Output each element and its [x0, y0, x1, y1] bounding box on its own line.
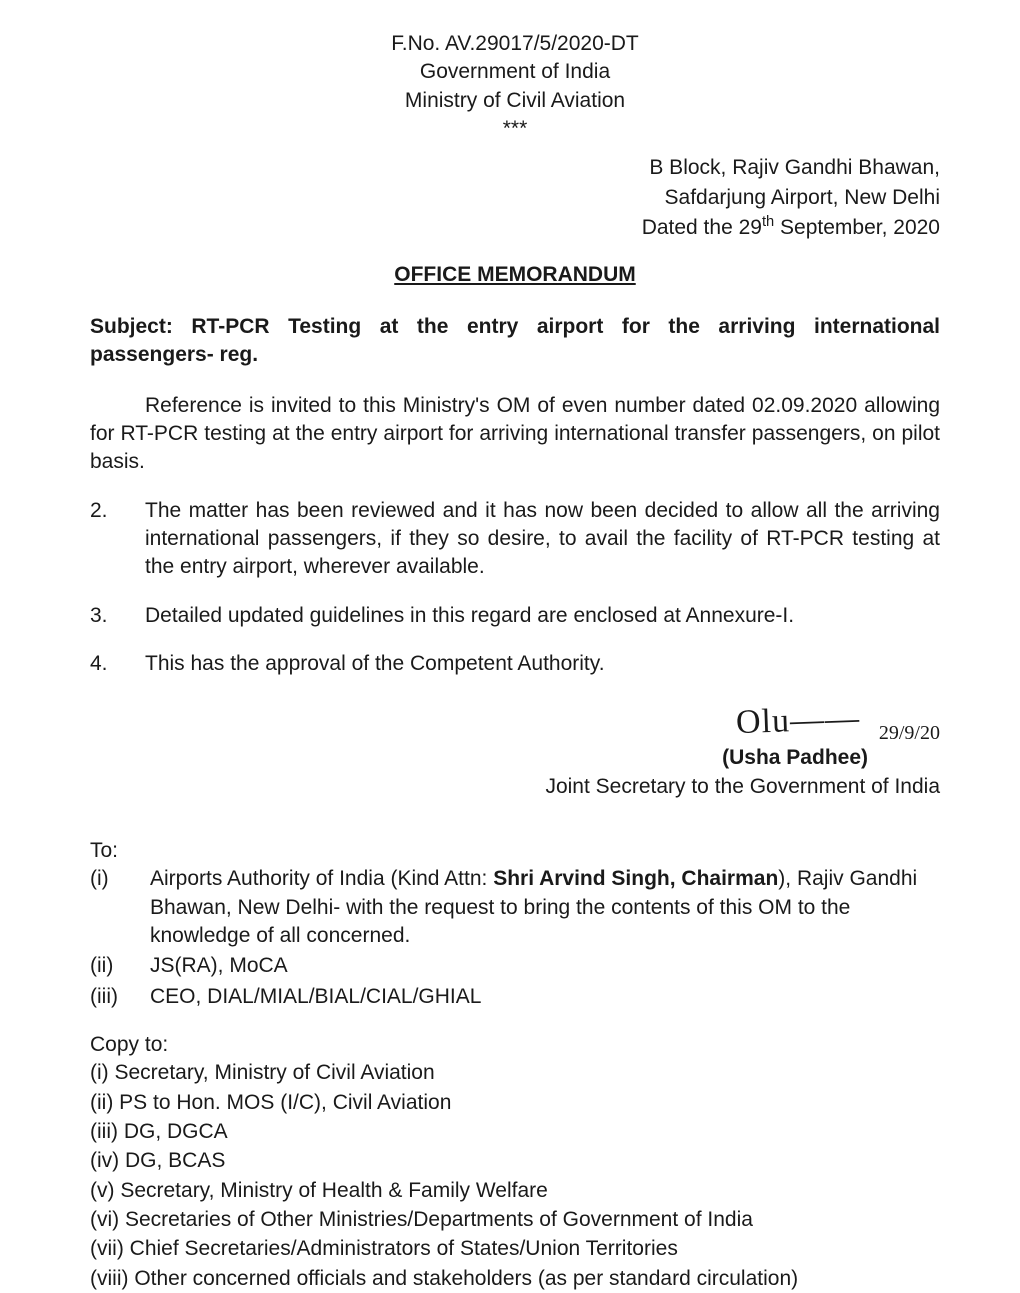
- copy-item: (i) Secretary, Ministry of Civil Aviatio…: [90, 1059, 940, 1087]
- to-item-label: (i): [90, 865, 150, 950]
- address-block: B Block, Rajiv Gandhi Bhawan, Safdarjung…: [90, 153, 940, 242]
- letterhead: F.No. AV.29017/5/2020-DT Government of I…: [90, 30, 940, 143]
- separator-stars: ***: [90, 115, 940, 143]
- to-item: (iii) CEO, DIAL/MIAL/BIAL/CIAL/GHIAL: [90, 983, 940, 1011]
- paragraph-2: 2. The matter has been reviewed and it h…: [90, 497, 940, 582]
- paragraph-4: 4. This has the approval of the Competen…: [90, 650, 940, 678]
- document-title: OFFICE MEMORANDUM: [90, 261, 940, 289]
- copy-item: (vii) Chief Secretaries/Administrators o…: [90, 1235, 940, 1263]
- distribution-to: To: (i) Airports Authority of India (Kin…: [90, 837, 940, 1011]
- para-number: 4.: [90, 650, 145, 678]
- para-number: 3.: [90, 602, 145, 630]
- ministry-line: Ministry of Civil Aviation: [90, 87, 940, 115]
- to-item-text: CEO, DIAL/MIAL/BIAL/CIAL/GHIAL: [150, 983, 940, 1011]
- file-number: F.No. AV.29017/5/2020-DT: [90, 30, 940, 58]
- para-body: The matter has been reviewed and it has …: [145, 497, 940, 582]
- date-prefix: Dated the 29: [642, 216, 762, 239]
- signatory-designation: Joint Secretary to the Government of Ind…: [90, 773, 940, 801]
- para-number: 2.: [90, 497, 145, 582]
- date-suffix: September, 2020: [774, 216, 940, 239]
- office-memorandum-page: F.No. AV.29017/5/2020-DT Government of I…: [0, 0, 1020, 1200]
- to-heading: To:: [90, 837, 940, 865]
- paragraph-1: Reference is invited to this Ministry's …: [90, 392, 940, 477]
- subject-text: RT-PCR Testing at the entry airport for …: [90, 315, 940, 366]
- to-item-bold: Shri Arvind Singh, Chairman: [493, 867, 778, 890]
- government-line: Government of India: [90, 58, 940, 86]
- subject-label: Subject:: [90, 315, 173, 338]
- handwritten-date: 29/9/20: [879, 720, 940, 747]
- para-body: Detailed updated guidelines in this rega…: [145, 602, 940, 630]
- to-item-text: Airports Authority of India (Kind Attn: …: [150, 865, 940, 950]
- to-item-pre: Airports Authority of India (Kind Attn:: [150, 867, 493, 890]
- signatory-name: (Usha Padhee): [722, 746, 868, 769]
- to-item-pre: JS(RA), MoCA: [150, 954, 288, 977]
- copy-item: (iii) DG, DGCA: [90, 1118, 940, 1146]
- subject-line: Subject: RT-PCR Testing at the entry air…: [90, 313, 940, 370]
- copy-to-block: Copy to: (i) Secretary, Ministry of Civi…: [90, 1031, 940, 1293]
- signature-scribble: Olu——: [735, 696, 861, 746]
- to-item: (i) Airports Authority of India (Kind At…: [90, 865, 940, 950]
- to-item-text: JS(RA), MoCA: [150, 952, 940, 980]
- copy-item: (vi) Secretaries of Other Ministries/Dep…: [90, 1206, 940, 1234]
- date-ordinal: th: [762, 214, 774, 230]
- signature-block: Olu—— 29/9/20 (Usha Padhee) Joint Secret…: [90, 698, 940, 801]
- address-line-2: Safdarjung Airport, New Delhi: [90, 183, 940, 212]
- para-body: This has the approval of the Competent A…: [145, 650, 940, 678]
- date-line: Dated the 29th September, 2020: [90, 212, 940, 242]
- copy-item: (ii) PS to Hon. MOS (I/C), Civil Aviatio…: [90, 1089, 940, 1117]
- copy-item: (iv) DG, BCAS: [90, 1147, 940, 1175]
- paragraph-3: 3. Detailed updated guidelines in this r…: [90, 602, 940, 630]
- copy-heading: Copy to:: [90, 1031, 940, 1059]
- to-item: (ii) JS(RA), MoCA: [90, 952, 940, 980]
- to-item-pre: CEO, DIAL/MIAL/BIAL/CIAL/GHIAL: [150, 985, 481, 1008]
- copy-item: (v) Secretary, Ministry of Health & Fami…: [90, 1177, 940, 1205]
- address-line-1: B Block, Rajiv Gandhi Bhawan,: [90, 153, 940, 182]
- to-item-label: (ii): [90, 952, 150, 980]
- copy-item: (viii) Other concerned officials and sta…: [90, 1265, 940, 1293]
- to-item-label: (iii): [90, 983, 150, 1011]
